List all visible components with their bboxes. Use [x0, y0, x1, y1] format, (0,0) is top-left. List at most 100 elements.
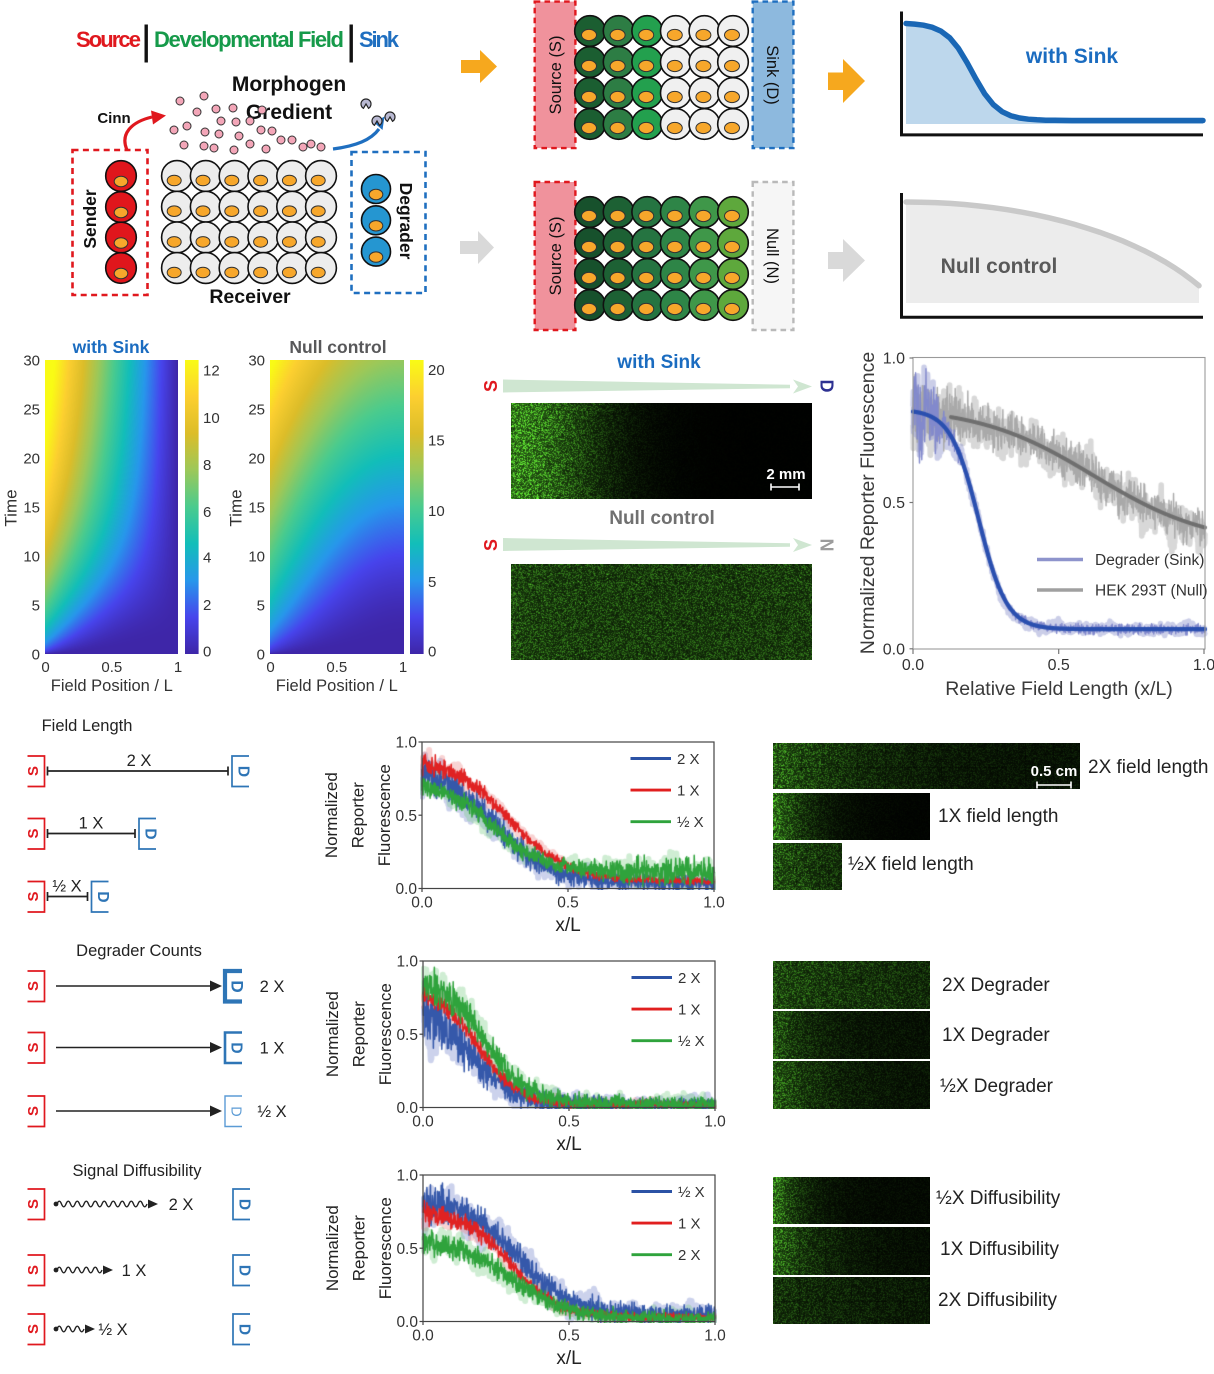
svg-text:1.0: 1.0: [396, 954, 418, 971]
svg-text:with Sink: with Sink: [616, 352, 701, 373]
svg-text:½ X: ½ X: [678, 1184, 705, 1201]
svg-text:Source (S): Source (S): [547, 217, 565, 296]
svg-text:0: 0: [41, 659, 49, 676]
svg-text:2X Degrader: 2X Degrader: [942, 975, 1050, 996]
svg-text:1.0: 1.0: [395, 735, 417, 752]
svg-text:0.5: 0.5: [395, 808, 417, 825]
svg-text:2 mm: 2 mm: [766, 466, 805, 483]
svg-text:10: 10: [203, 410, 220, 427]
svg-text:Reporter: Reporter: [350, 1215, 369, 1281]
svg-text:Degrader: Degrader: [396, 183, 416, 260]
svg-text:0.5: 0.5: [883, 495, 905, 512]
svg-text:0: 0: [257, 647, 265, 664]
svg-text:D: D: [228, 1106, 244, 1116]
svg-text:1.0: 1.0: [704, 1114, 726, 1131]
svg-text:6: 6: [203, 504, 211, 521]
svg-text:Source: Source: [76, 27, 141, 52]
svg-text:2X Diffusibility: 2X Diffusibility: [938, 1290, 1057, 1311]
svg-text:12: 12: [203, 362, 220, 379]
svg-text:HEK 293T (Null): HEK 293T (Null): [1095, 583, 1208, 600]
svg-text:Receiver: Receiver: [209, 286, 291, 308]
svg-text:25: 25: [248, 401, 265, 418]
svg-text:Developmental Field: Developmental Field: [154, 27, 344, 52]
svg-text:0.5: 0.5: [396, 1241, 418, 1258]
svg-text:1: 1: [399, 659, 407, 676]
svg-text:10: 10: [428, 503, 445, 520]
svg-text:8: 8: [203, 457, 211, 474]
svg-text:S: S: [25, 766, 42, 776]
svg-text:4: 4: [203, 549, 211, 566]
svg-text:with Sink: with Sink: [72, 337, 150, 357]
svg-text:D: D: [228, 980, 247, 992]
svg-text:Relative Field Length (x/L): Relative Field Length (x/L): [945, 678, 1173, 700]
svg-text:10: 10: [248, 549, 265, 566]
svg-text:1X field length: 1X field length: [938, 806, 1058, 827]
svg-text:2 X: 2 X: [678, 1247, 701, 1264]
svg-text:2 X: 2 X: [127, 752, 152, 770]
svg-text:1X Diffusibility: 1X Diffusibility: [940, 1239, 1059, 1260]
svg-text:2: 2: [203, 597, 211, 614]
svg-text:15: 15: [428, 433, 445, 450]
svg-text:Fluorescence: Fluorescence: [376, 983, 395, 1085]
svg-text:25: 25: [23, 401, 40, 418]
svg-text:1 X: 1 X: [79, 815, 104, 833]
svg-text:1: 1: [174, 659, 182, 676]
svg-text:½X field length: ½X field length: [848, 854, 974, 875]
svg-text:Field Position / L: Field Position / L: [51, 677, 173, 695]
svg-text:0.0: 0.0: [395, 881, 417, 898]
svg-text:x/L: x/L: [555, 915, 580, 936]
svg-text:0.5: 0.5: [558, 1114, 580, 1131]
svg-text:Sink (D): Sink (D): [763, 45, 781, 105]
svg-text:Degrader (Sink): Degrader (Sink): [1095, 552, 1204, 569]
svg-text:Time: Time: [227, 489, 246, 526]
svg-text:0.0: 0.0: [396, 1100, 418, 1117]
svg-text:Source (S): Source (S): [547, 36, 565, 115]
svg-text:1.0: 1.0: [883, 351, 905, 368]
svg-text:0.5: 0.5: [557, 895, 579, 912]
svg-text:1 X: 1 X: [260, 1040, 285, 1058]
svg-text:0: 0: [203, 644, 211, 661]
svg-text:D: D: [142, 828, 159, 839]
svg-text:½X Degrader: ½X Degrader: [940, 1076, 1054, 1097]
svg-text:D: D: [94, 891, 111, 902]
svg-text:Sink: Sink: [359, 27, 400, 52]
svg-text:S: S: [25, 1106, 42, 1116]
svg-text:0.5: 0.5: [1048, 657, 1070, 674]
svg-text:2 X: 2 X: [677, 751, 700, 768]
svg-text:Degrader Counts: Degrader Counts: [76, 942, 202, 960]
svg-text:1.0: 1.0: [396, 1168, 418, 1185]
svg-text:1.0: 1.0: [1193, 657, 1214, 674]
svg-text:D: D: [236, 1199, 253, 1210]
svg-text:½ X: ½ X: [677, 814, 704, 831]
svg-text:20: 20: [428, 362, 445, 379]
svg-text:0.0: 0.0: [411, 895, 433, 912]
svg-text:x/L: x/L: [556, 1134, 581, 1155]
svg-text:5: 5: [32, 598, 40, 615]
svg-text:Null control: Null control: [941, 255, 1058, 278]
svg-text:20: 20: [23, 450, 40, 467]
svg-text:1 X: 1 X: [122, 1262, 147, 1280]
svg-text:S: S: [25, 891, 42, 901]
svg-text:0.5: 0.5: [558, 1328, 580, 1345]
svg-text:0: 0: [266, 659, 274, 676]
svg-text:30: 30: [23, 352, 40, 369]
svg-text:S: S: [25, 1042, 42, 1052]
svg-text:2X field length: 2X field length: [1088, 757, 1208, 778]
svg-text:15: 15: [23, 500, 40, 517]
svg-text:with Sink: with Sink: [1025, 45, 1118, 68]
svg-text:5: 5: [428, 574, 436, 591]
svg-text:x/L: x/L: [556, 1348, 581, 1369]
svg-text:0.5 cm: 0.5 cm: [1031, 763, 1078, 780]
svg-text:0.5: 0.5: [326, 659, 347, 676]
svg-text:D: D: [235, 766, 252, 777]
svg-text:Fluorescence: Fluorescence: [375, 764, 394, 866]
svg-text:S: S: [481, 539, 501, 551]
svg-text:0.5: 0.5: [396, 1027, 418, 1044]
svg-text:Gredient: Gredient: [246, 101, 332, 124]
svg-text:0.0: 0.0: [902, 657, 924, 674]
svg-text:0.5: 0.5: [101, 659, 122, 676]
svg-text:Null control: Null control: [609, 508, 715, 529]
svg-text:Normalized: Normalized: [323, 991, 342, 1077]
svg-text:Time: Time: [2, 489, 21, 526]
svg-text:D: D: [236, 1324, 253, 1335]
